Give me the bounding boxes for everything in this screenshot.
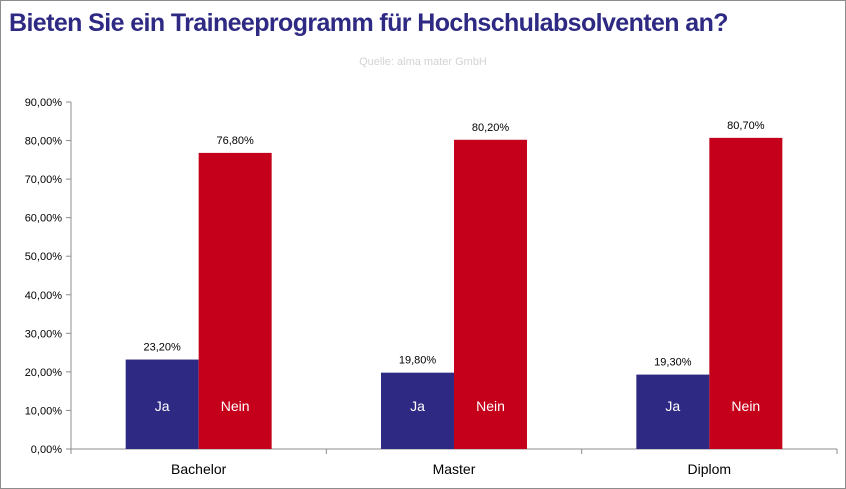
x-category-label: Bachelor bbox=[171, 461, 227, 477]
data-label: 23,20% bbox=[144, 342, 182, 354]
y-tick-label: 90,00% bbox=[25, 97, 63, 109]
y-tick-label: 0,00% bbox=[31, 444, 62, 456]
y-tick-label: 30,00% bbox=[25, 328, 63, 340]
y-tick-label: 40,00% bbox=[25, 290, 63, 302]
bar-series-label: Nein bbox=[476, 398, 505, 414]
y-tick-label: 70,00% bbox=[25, 174, 63, 186]
bar-ja-diplom bbox=[636, 374, 710, 449]
data-label: 19,30% bbox=[654, 357, 692, 369]
y-tick-label: 20,00% bbox=[25, 367, 63, 379]
chart-title: Bieten Sie ein Traineeprogramm für Hochs… bbox=[9, 9, 729, 37]
y-tick-label: 10,00% bbox=[25, 405, 63, 417]
bar-ja-master bbox=[381, 372, 454, 449]
y-tick-label: 60,00% bbox=[25, 213, 63, 225]
data-label: 19,80% bbox=[399, 355, 437, 367]
bar-series-label: Ja bbox=[665, 398, 680, 414]
bar-nein-master bbox=[454, 139, 527, 450]
x-category-label: Master bbox=[433, 461, 476, 477]
x-category-label: Diplom bbox=[688, 461, 732, 477]
y-tick-label: 50,00% bbox=[25, 251, 63, 263]
bar-series-label: Nein bbox=[221, 398, 250, 414]
bar-series-label: Ja bbox=[155, 398, 170, 414]
data-label: 80,20% bbox=[472, 122, 510, 134]
data-label: 76,80% bbox=[217, 135, 255, 147]
chart-source: Quelle: alma mater GmbH bbox=[359, 56, 487, 68]
bar-series-label: Ja bbox=[410, 398, 425, 414]
bar-series-label: Nein bbox=[731, 398, 760, 414]
y-tick-label: 80,00% bbox=[25, 136, 63, 148]
bar-ja-bachelor bbox=[125, 359, 199, 449]
data-label: 80,70% bbox=[727, 120, 765, 132]
bar-nein-bachelor bbox=[198, 152, 272, 450]
bar-nein-diplom bbox=[709, 137, 783, 449]
